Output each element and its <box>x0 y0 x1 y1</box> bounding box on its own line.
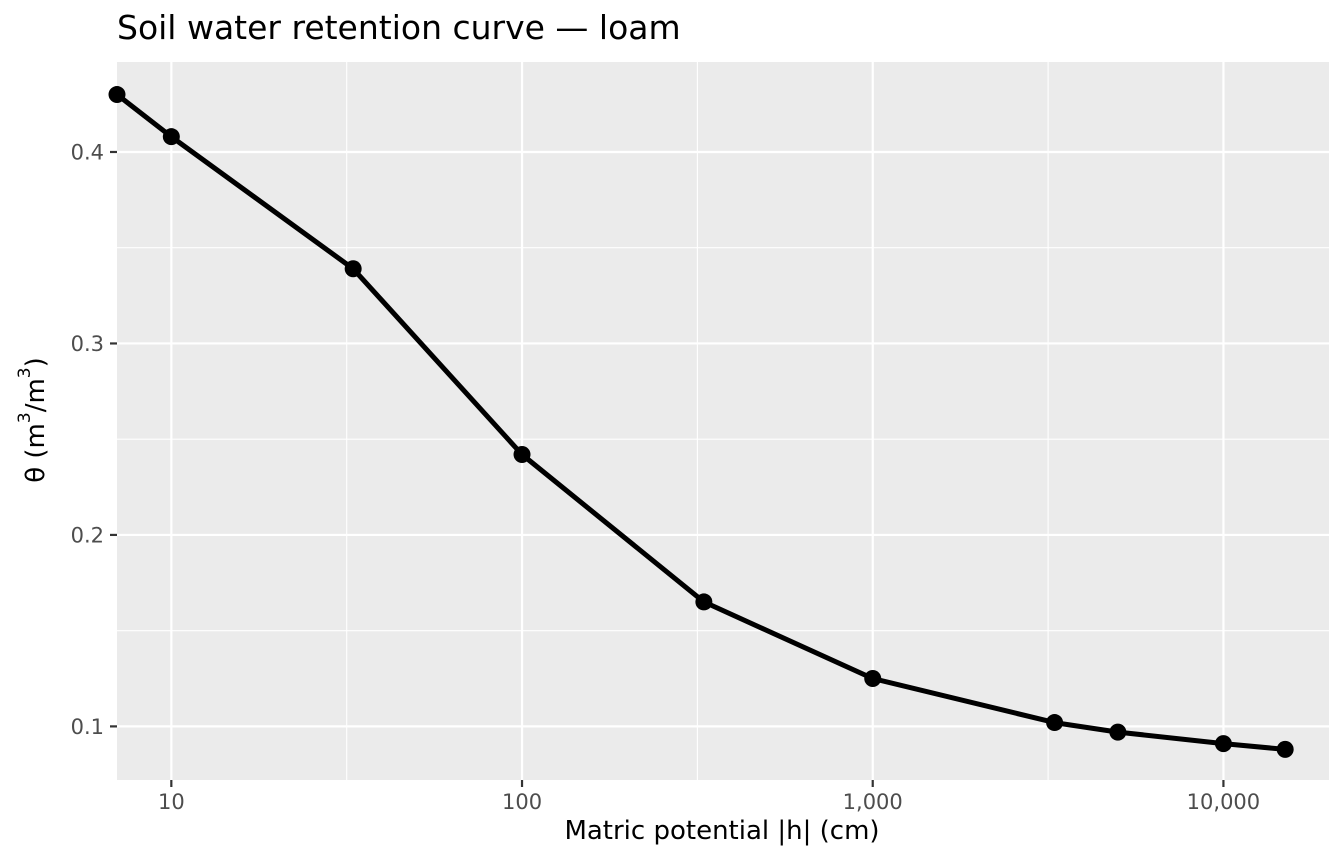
y-axis-label: θ (m3/m3) <box>15 357 51 483</box>
data-point <box>864 670 882 688</box>
data-point <box>162 128 180 146</box>
data-point <box>1214 735 1232 753</box>
chart-title: Soil water retention curve — loam <box>117 8 681 47</box>
y-tick-label: 0.1 <box>71 715 104 739</box>
data-point <box>344 260 362 278</box>
data-point <box>695 593 713 611</box>
x-tick-label: 10,000 <box>1187 790 1260 814</box>
x-tick-label: 10 <box>158 790 185 814</box>
x-axis-label: Matric potential |h| (cm) <box>564 816 880 846</box>
data-point <box>1276 740 1294 758</box>
x-tick-label: 1,000 <box>843 790 903 814</box>
data-point <box>1109 723 1127 741</box>
tick-labels: 10 100 1,000 10,000 0.1 0.2 0.3 0.4 <box>71 140 1261 814</box>
grid-major <box>117 62 1329 780</box>
y-tick-label: 0.3 <box>71 332 104 356</box>
y-tick-label: 0.4 <box>71 140 104 164</box>
x-tick-label: 100 <box>502 790 542 814</box>
y-tick-label: 0.2 <box>71 523 104 547</box>
series-line <box>115 92 1286 752</box>
grid-minor <box>117 62 1329 780</box>
data-point <box>1046 714 1064 732</box>
data-point <box>108 86 126 104</box>
data-point <box>513 446 531 464</box>
series-layer <box>108 86 1294 758</box>
plot-panel <box>117 62 1329 780</box>
axis-ticks <box>110 150 1225 787</box>
